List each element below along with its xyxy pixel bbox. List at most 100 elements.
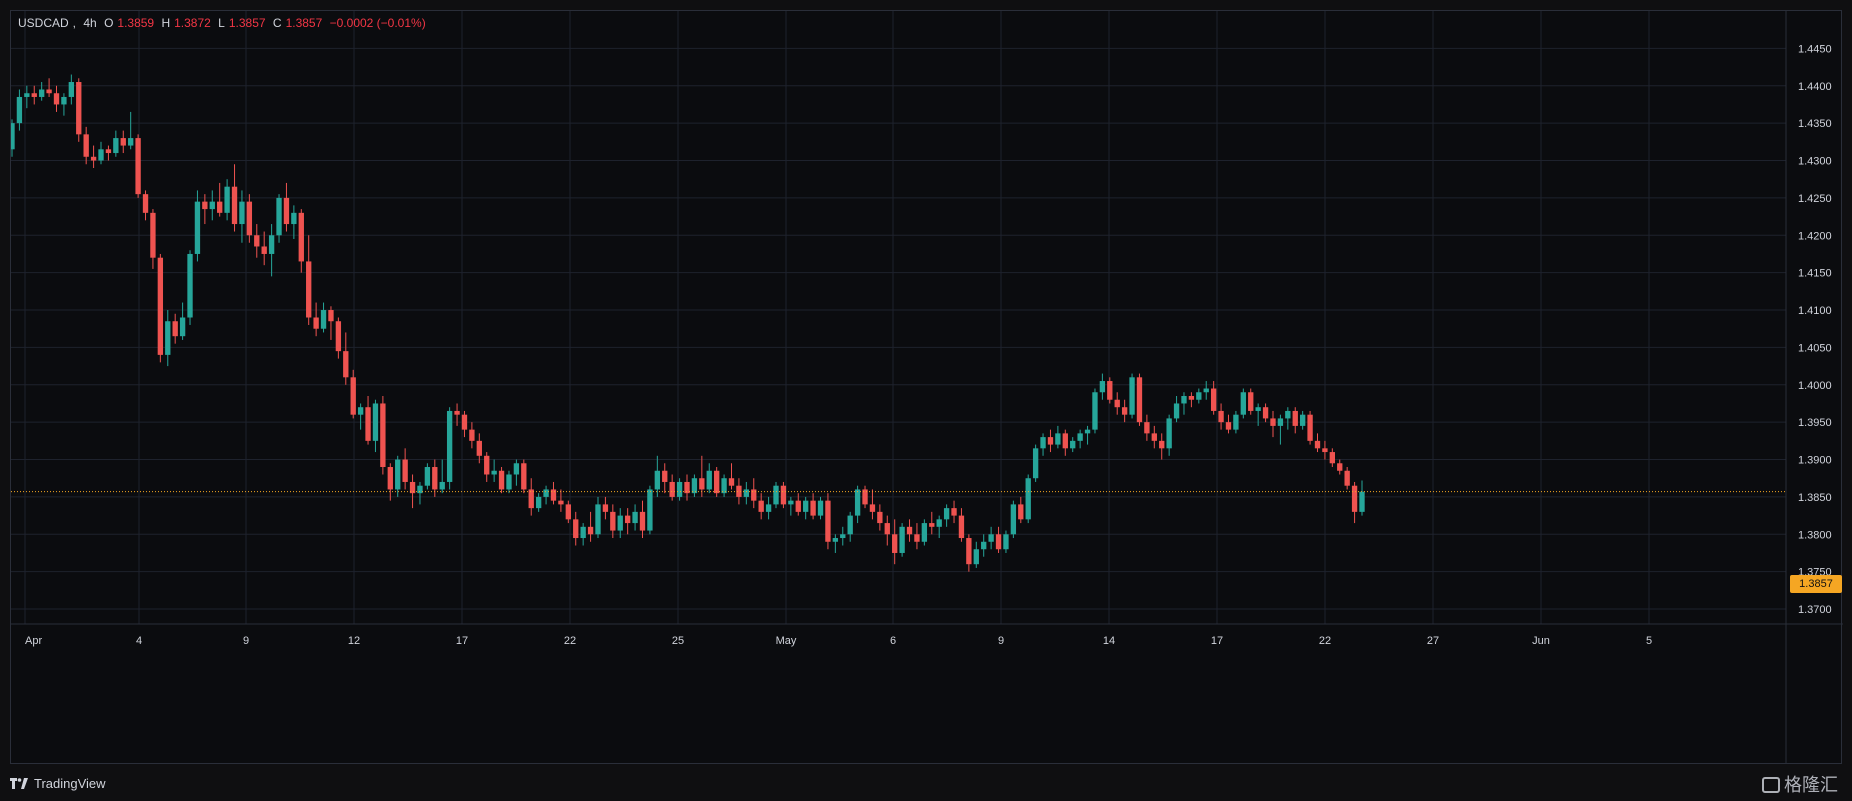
watermark-logo: 格隆汇 [1762,771,1838,797]
candle-down [135,138,141,195]
watermark-text: 格隆汇 [1784,775,1838,796]
candle-up [98,149,104,161]
candle-down [387,467,393,490]
candle-up [491,470,497,475]
candle-up [1203,388,1209,393]
candle-down [758,500,764,512]
x-tick-label: 22 [1319,635,1331,647]
candle-up [320,310,327,329]
candle-down [610,511,616,531]
candle-down [995,534,1002,550]
candle-up [1181,395,1187,404]
candle-up [439,481,445,490]
candle-down [892,534,898,553]
candle-up [1277,418,1284,426]
candlestick-chart[interactable]: 1.37001.37501.38001.38501.39001.39501.40… [11,11,1843,765]
x-tick-label: 4 [136,635,142,647]
candle-down [1322,448,1328,453]
candle-down [951,508,957,516]
candle-down [906,526,913,535]
x-tick-label: 5 [1646,635,1652,647]
tradingview-logo[interactable]: TradingView [10,776,106,791]
candle-up [1032,448,1039,479]
candle-up [721,478,727,494]
candle-down [795,500,801,512]
x-tick-label: 17 [1211,635,1223,647]
candle-down [335,321,342,352]
candle-down [550,489,557,501]
legend-low: 1.3857 [228,16,266,30]
candle-up [224,186,230,213]
y-tick-label: 1.3900 [1798,455,1832,467]
candle-down [1144,422,1150,434]
legend-close: 1.3857 [285,16,323,30]
candle-up [535,496,542,509]
y-tick-label: 1.4100 [1798,305,1832,317]
candle-down [528,489,534,509]
candle-down [350,377,356,415]
candle-down [254,235,260,247]
candle-down [1270,418,1276,426]
candle-down [461,414,468,430]
candle-down [402,459,408,482]
candle-down [1248,392,1254,411]
candle-down [1047,437,1054,445]
y-tick-label: 1.4300 [1798,156,1832,168]
x-tick-label: 14 [1103,635,1115,647]
y-tick-label: 1.4350 [1798,118,1832,130]
y-tick-label: 1.3850 [1798,492,1832,504]
candle-down [869,504,876,512]
candle-up [654,470,660,490]
candle-up [1070,440,1076,449]
candle-up [239,201,245,225]
candle-down [558,500,564,505]
candle-up [1099,381,1106,393]
candle-up [943,508,950,520]
candle-up [187,253,193,318]
plot-area [11,11,1786,624]
candle-down [639,511,646,531]
candle-down [1218,410,1224,423]
candle-up [632,511,638,524]
candle-down [1151,433,1157,441]
x-tick-label: Apr [25,635,42,647]
candle-down [1262,407,1269,419]
candle-down [469,429,475,441]
candle-up [291,212,297,225]
legend-high: 1.3872 [174,16,211,30]
candle-up [268,235,275,254]
candle-down [780,485,787,505]
legend-symbol[interactable]: USDCAD [18,16,69,30]
legend-interval[interactable]: 4h [83,16,97,30]
candle-up [128,138,134,146]
candle-up [595,504,601,535]
y-tick-label: 1.4250 [1798,193,1832,205]
candle-down [810,500,816,516]
candle-down [958,515,965,539]
candle-up [446,410,453,482]
legend-change: −0.0002 (−0.01%) [329,16,426,30]
candle-down [484,455,490,475]
candle-up [113,138,119,154]
candle-up [936,519,942,527]
candle-up [817,500,824,516]
candle-down [172,321,178,337]
candle-down [1136,377,1143,423]
candle-down [929,523,935,527]
y-tick-label: 1.3700 [1798,604,1832,616]
chart-pane[interactable]: 1.3700 1.3750 1.3800 1.3850 1.3900 1.3950 1.40… [10,10,1843,765]
candle-down [298,212,304,262]
candle-down [313,317,319,329]
candle-down [1018,504,1024,520]
candle-down [380,403,386,468]
candle-down [306,261,312,318]
candle-up [854,489,861,516]
candle-up [773,485,779,505]
candle-down [573,519,579,539]
candle-down [669,481,675,497]
candle-up [617,515,623,531]
candle-down [150,212,156,258]
candle-up [39,89,45,97]
tradingview-label: TradingView [34,776,106,791]
candle-down [83,134,89,157]
